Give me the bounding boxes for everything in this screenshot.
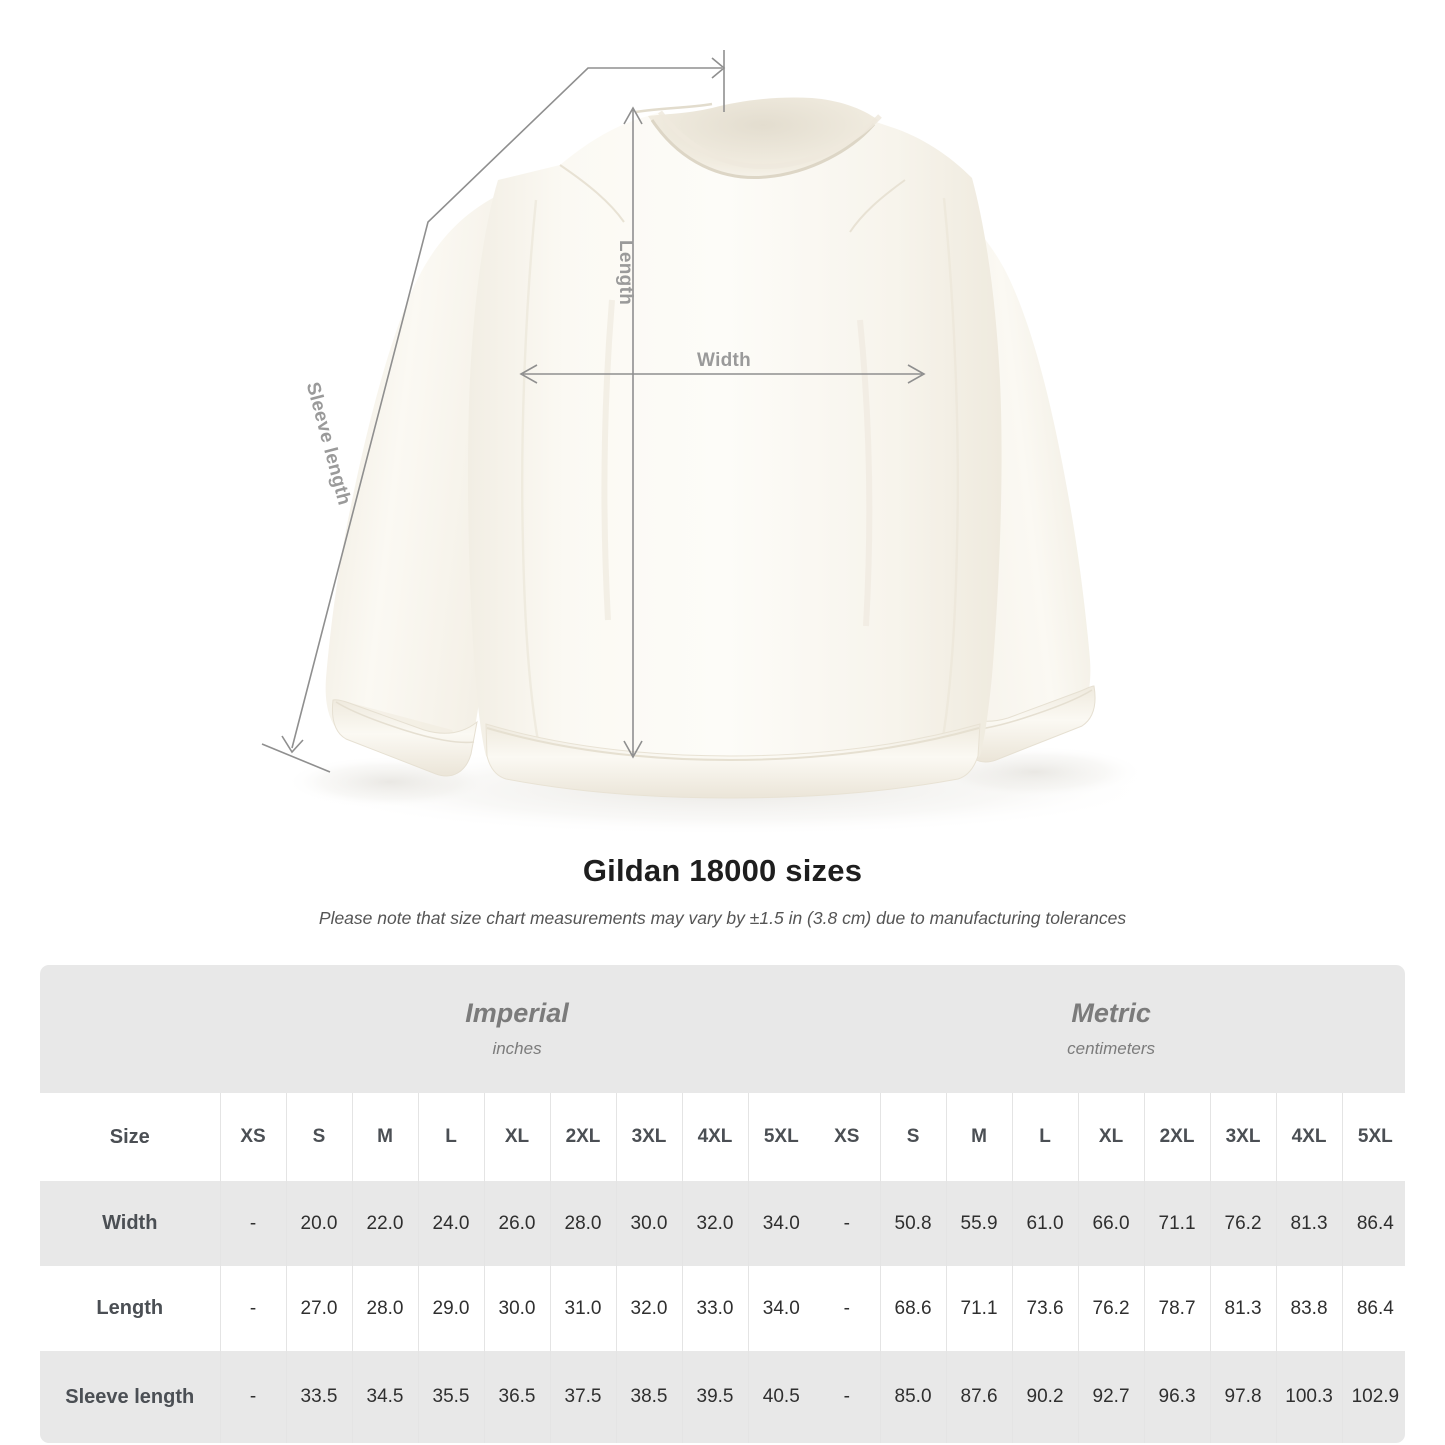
header-metric-xs: XS [814, 1093, 881, 1181]
sleeve-metric-s: 85.0 [880, 1351, 947, 1443]
length-metric-4xl: 83.8 [1276, 1266, 1343, 1351]
header-imperial-m: M [352, 1093, 419, 1181]
width-metric-xl: 66.0 [1078, 1181, 1145, 1266]
header-imperial-2xl: 2XL [550, 1093, 617, 1181]
sleeve-imperial-l: 35.5 [418, 1351, 485, 1443]
sleeve-imperial-s: 33.5 [286, 1351, 353, 1443]
width-imperial-l: 24.0 [418, 1181, 485, 1266]
sleeve-metric-m: 87.6 [946, 1351, 1013, 1443]
sleeve-imperial-m: 34.5 [352, 1351, 419, 1443]
header-metric-4xl: 4XL [1276, 1093, 1343, 1181]
system-metric-name: Metric [1071, 998, 1151, 1029]
length-imperial-s: 27.0 [286, 1266, 353, 1351]
sleeve-imperial-3xl: 38.5 [616, 1351, 683, 1443]
size-chart-table-wrapper: Imperial inches Metric centimeters Size … [40, 965, 1405, 1443]
sleeve-metric-xs: - [814, 1351, 881, 1443]
length-imperial-xl: 30.0 [484, 1266, 551, 1351]
width-imperial-m: 22.0 [352, 1181, 419, 1266]
sleeve-imperial-2xl: 37.5 [550, 1351, 617, 1443]
sleeve-metric-5xl: 102.9 [1342, 1351, 1405, 1443]
length-metric-m: 71.1 [946, 1266, 1013, 1351]
header-metric-5xl: 5XL [1342, 1093, 1405, 1181]
length-metric-s: 68.6 [880, 1266, 947, 1351]
width-metric-m: 55.9 [946, 1181, 1013, 1266]
width-label: Width [697, 350, 752, 371]
sleeve-imperial-xl: 36.5 [484, 1351, 551, 1443]
system-imperial-cell: Imperial inches [220, 965, 815, 1093]
length-label: Length [615, 240, 636, 306]
system-imperial-unit: inches [492, 1038, 542, 1058]
system-metric-unit: centimeters [1067, 1038, 1156, 1058]
header-imperial-3xl: 3XL [616, 1093, 683, 1181]
sleeve-imperial-xs: - [220, 1351, 287, 1443]
width-imperial-xs: - [220, 1181, 287, 1266]
width-metric-3xl: 76.2 [1210, 1181, 1277, 1266]
length-metric-xs: - [814, 1266, 881, 1351]
header-metric-3xl: 3XL [1210, 1093, 1277, 1181]
width-imperial-s: 20.0 [286, 1181, 353, 1266]
length-metric-xl: 76.2 [1078, 1266, 1145, 1351]
length-imperial-m: 28.0 [352, 1266, 419, 1351]
width-metric-4xl: 81.3 [1276, 1181, 1343, 1266]
sleeve-metric-l: 90.2 [1012, 1351, 1079, 1443]
header-imperial-l: L [418, 1093, 485, 1181]
header-metric-xl: XL [1078, 1093, 1145, 1181]
width-metric-2xl: 71.1 [1144, 1181, 1211, 1266]
header-imperial-4xl: 4XL [682, 1093, 749, 1181]
header-imperial-5xl: 5XL [748, 1093, 815, 1181]
header-metric-m: M [946, 1093, 1013, 1181]
table-row-width: Width - 20.0 22.0 24.0 26.0 28.0 30.0 32… [40, 1181, 1405, 1266]
length-metric-l: 73.6 [1012, 1266, 1079, 1351]
sleeve-metric-2xl: 96.3 [1144, 1351, 1211, 1443]
length-imperial-5xl: 34.0 [748, 1266, 815, 1351]
header-size-label: Size [40, 1093, 221, 1181]
header-metric-l: L [1012, 1093, 1079, 1181]
header-imperial-s: S [286, 1093, 353, 1181]
width-metric-s: 50.8 [880, 1181, 947, 1266]
row-label-width: Width [40, 1181, 221, 1266]
table-row-sleeve-length: Sleeve length - 33.5 34.5 35.5 36.5 37.5… [40, 1351, 1405, 1443]
width-metric-5xl: 86.4 [1342, 1181, 1405, 1266]
sleeve-metric-4xl: 100.3 [1276, 1351, 1343, 1443]
width-imperial-xl: 26.0 [484, 1181, 551, 1266]
row-label-length: Length [40, 1266, 221, 1351]
width-metric-l: 61.0 [1012, 1181, 1079, 1266]
sleeve-metric-xl: 92.7 [1078, 1351, 1145, 1443]
length-imperial-3xl: 32.0 [616, 1266, 683, 1351]
garment-diagram: Length Width Sleeve length [261, 50, 1160, 836]
length-imperial-xs: - [220, 1266, 287, 1351]
length-imperial-2xl: 31.0 [550, 1266, 617, 1351]
width-metric-xs: - [814, 1181, 881, 1266]
header-imperial-xl: XL [484, 1093, 551, 1181]
width-imperial-5xl: 34.0 [748, 1181, 815, 1266]
header-imperial-xs: XS [220, 1093, 287, 1181]
sleeve-imperial-4xl: 39.5 [682, 1351, 749, 1443]
page-title: Gildan 18000 sizes [582, 853, 863, 888]
header-metric-2xl: 2XL [1144, 1093, 1211, 1181]
length-metric-5xl: 86.4 [1342, 1266, 1405, 1351]
sweatshirt-image [285, 97, 1160, 836]
system-metric-cell: Metric centimeters [814, 965, 1405, 1093]
system-spacer-cell [40, 965, 220, 1093]
title-block: Gildan 18000 sizes Please note that size… [0, 845, 1445, 929]
width-imperial-3xl: 30.0 [616, 1181, 683, 1266]
measurement-system-row: Imperial inches Metric centimeters [40, 965, 1405, 1093]
length-imperial-l: 29.0 [418, 1266, 485, 1351]
header-metric-s: S [880, 1093, 947, 1181]
size-header-row: Size XS S M L XL 2XL 3XL 4XL 5XL XS S M … [40, 1093, 1405, 1181]
width-imperial-2xl: 28.0 [550, 1181, 617, 1266]
length-imperial-4xl: 33.0 [682, 1266, 749, 1351]
tolerance-note: Please note that size chart measurements… [318, 908, 1127, 928]
system-imperial-name: Imperial [465, 998, 569, 1029]
length-metric-3xl: 81.3 [1210, 1266, 1277, 1351]
table-row-length: Length - 27.0 28.0 29.0 30.0 31.0 32.0 3… [40, 1266, 1405, 1351]
width-imperial-4xl: 32.0 [682, 1181, 749, 1266]
size-chart-table: Imperial inches Metric centimeters Size … [40, 965, 1405, 1443]
row-label-sleeve-length: Sleeve length [40, 1351, 221, 1443]
length-metric-2xl: 78.7 [1144, 1266, 1211, 1351]
sleeve-imperial-5xl: 40.5 [748, 1351, 815, 1443]
sleeve-metric-3xl: 97.8 [1210, 1351, 1277, 1443]
